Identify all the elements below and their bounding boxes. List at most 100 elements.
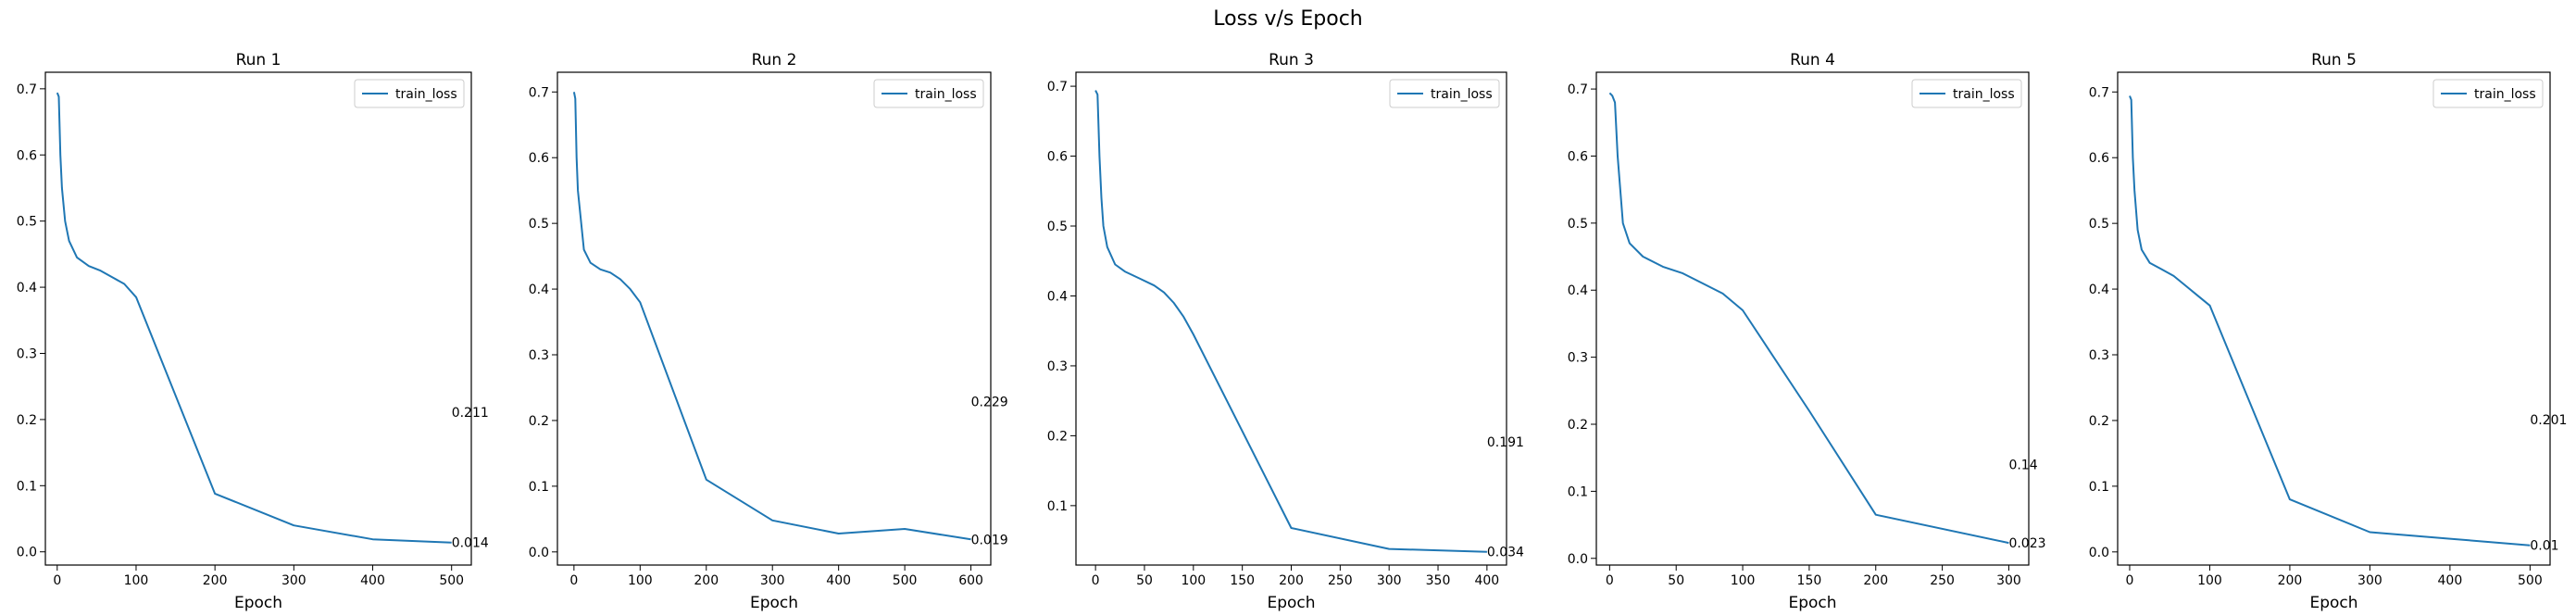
y-tick-label: 0.3 — [17, 346, 37, 361]
x-tick-label: 100 — [2197, 573, 2222, 588]
y-tick-label: 0.3 — [2089, 348, 2109, 363]
y-tick-label: 0.6 — [1568, 149, 1588, 164]
annotation-label: 0.201 — [2530, 413, 2567, 428]
x-tick-label: 250 — [1930, 573, 1955, 588]
x-tick-label: 300 — [1377, 573, 1402, 588]
y-tick-label: 0.0 — [17, 546, 37, 560]
subplot-title: Run 4 — [1790, 51, 1835, 69]
legend-label: train_loss — [2474, 87, 2536, 102]
x-tick-label: 0 — [2126, 573, 2134, 588]
y-tick-label: 0.5 — [17, 215, 37, 230]
subplot-4: Run 4 0 50 100 150 200 250 300 0.0 0.1 0.2 0.3 0.4 0.… — [1568, 51, 2046, 612]
y-tick-label: 0.3 — [1568, 351, 1588, 366]
axes-frame — [1595, 71, 2030, 566]
annotation-label: 0.034 — [1487, 546, 1524, 560]
series-line-train_loss — [2129, 95, 2531, 547]
y-tick-label: 0.2 — [529, 414, 549, 429]
x-tick-label: 0 — [1606, 573, 1614, 588]
legend-box — [1911, 79, 2022, 108]
x-tick-label: 500 — [893, 573, 918, 588]
series-line-train_loss — [56, 92, 452, 544]
subplot-title: Run 3 — [1269, 51, 1314, 69]
y-tick-label: 0.4 — [2089, 283, 2109, 297]
y-tick-label: 0.7 — [2089, 85, 2109, 100]
y-tick-label: 0.4 — [1568, 283, 1588, 298]
legend-label: train_loss — [395, 87, 457, 102]
x-tick-label: 300 — [2357, 573, 2382, 588]
x-tick-label: 500 — [439, 573, 464, 588]
subplot-title: Run 2 — [752, 51, 797, 69]
x-tick-label: 300 — [760, 573, 785, 588]
y-tick-label: 0.0 — [1568, 552, 1588, 567]
y-tick-label: 0.1 — [17, 479, 37, 494]
subplot-title: Run 1 — [236, 51, 281, 69]
y-tick-label: 0.7 — [1047, 80, 1068, 94]
x-axis-label: Epoch — [1788, 594, 1836, 612]
subplot-1: Run 1 0 100 200 300 400 500 0.0 0.1 0.2 0.3 0.4 0.5 0… — [17, 51, 489, 612]
x-tick-label: 50 — [1136, 573, 1153, 588]
series-line-train_loss — [1094, 90, 1487, 553]
annotation-label: 0.019 — [971, 533, 1008, 547]
legend: train_loss — [873, 79, 984, 108]
y-tick-label: 0.1 — [529, 480, 549, 495]
y-tick-label: 0.4 — [529, 283, 549, 297]
x-tick-label: 250 — [1328, 573, 1353, 588]
x-tick-label: 400 — [1474, 573, 1499, 588]
y-tick-label: 0.7 — [17, 82, 37, 97]
y-tick-label: 0.6 — [17, 148, 37, 163]
legend: train_loss — [1389, 79, 1500, 108]
annotation-label: 0.01 — [2530, 539, 2558, 554]
x-tick-label: 100 — [1181, 573, 1206, 588]
legend-label: train_loss — [1431, 87, 1493, 102]
legend-box — [354, 79, 465, 108]
y-tick-label: 0.3 — [529, 348, 549, 363]
legend: train_loss — [354, 79, 465, 108]
x-tick-label: 0 — [569, 573, 578, 588]
y-tick-label: 0.6 — [2089, 151, 2109, 166]
x-tick-label: 100 — [124, 573, 149, 588]
x-tick-label: 300 — [1996, 573, 2021, 588]
y-tick-label: 0.0 — [2089, 546, 2109, 560]
y-tick-label: 0.4 — [1047, 289, 1068, 304]
axes-frame — [44, 71, 472, 566]
axes-frame — [2117, 71, 2551, 566]
legend-box — [1389, 79, 1500, 108]
y-tick-label: 0.6 — [529, 151, 549, 166]
x-tick-label: 50 — [1668, 573, 1684, 588]
y-tick-label: 0.5 — [2089, 217, 2109, 232]
x-tick-label: 150 — [1230, 573, 1255, 588]
annotation-label: 0.023 — [2008, 536, 2045, 551]
legend-box — [873, 79, 984, 108]
x-axis-label: Epoch — [234, 594, 282, 612]
y-tick-label: 0.5 — [1568, 217, 1588, 232]
y-tick-label: 0.5 — [1047, 220, 1068, 234]
x-tick-label: 600 — [958, 573, 983, 588]
subplot-3: Run 3 0 50 100 150 200 250 300 350 400 0.1 0.2 0.3 0.… — [1047, 51, 1524, 612]
annotation-label: 0.191 — [1487, 435, 1524, 450]
annotation-label: 0.211 — [452, 406, 489, 421]
legend-label: train_loss — [915, 87, 977, 102]
annotation-label: 0.014 — [452, 536, 489, 551]
x-tick-label: 0 — [53, 573, 61, 588]
y-tick-label: 0.7 — [529, 85, 549, 100]
y-tick-label: 0.6 — [1047, 150, 1068, 165]
legend-box — [2432, 79, 2544, 108]
x-tick-label: 0 — [1092, 573, 1100, 588]
axes-frame — [1075, 71, 1507, 566]
y-tick-label: 0.2 — [1047, 429, 1068, 444]
y-tick-label: 0.0 — [529, 546, 549, 560]
x-axis-label: Epoch — [1267, 594, 1315, 612]
x-tick-label: 150 — [1797, 573, 1822, 588]
annotation-label: 0.14 — [2008, 458, 2037, 472]
y-tick-label: 0.3 — [1047, 359, 1068, 374]
x-tick-label: 200 — [694, 573, 719, 588]
y-tick-label: 0.2 — [1568, 418, 1588, 433]
figure-title: Loss v/s Epoch — [1213, 7, 1363, 31]
x-tick-label: 500 — [2518, 573, 2543, 588]
legend-label: train_loss — [1953, 87, 2015, 102]
x-tick-label: 350 — [1426, 573, 1451, 588]
subplot-5: Run 5 0 100 200 300 400 500 0.0 0.1 0.2 0.3 0.4 0.5 0… — [2089, 51, 2568, 612]
axes-frame — [556, 71, 992, 566]
y-tick-label: 0.2 — [17, 413, 37, 428]
x-tick-label: 400 — [2438, 573, 2463, 588]
